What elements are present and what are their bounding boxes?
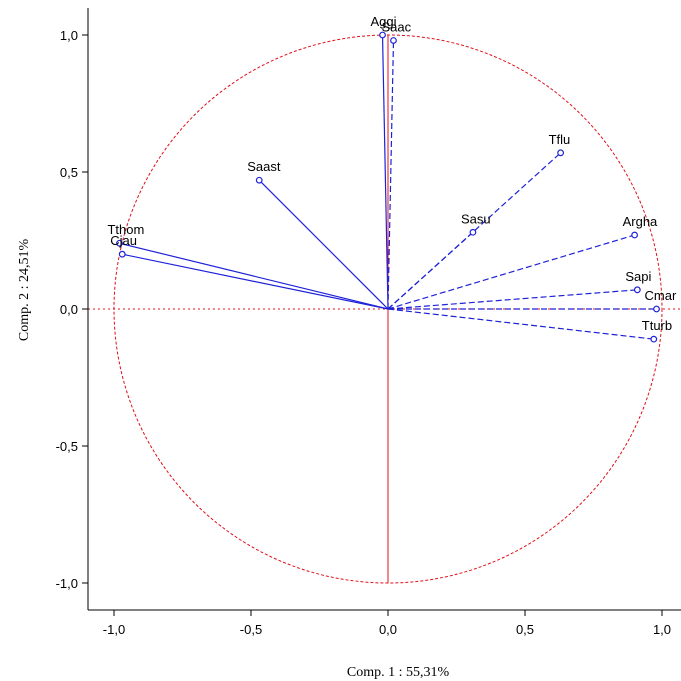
- point-label-saast: Saast: [247, 159, 281, 174]
- point-label-tthom: Tthom: [107, 222, 144, 237]
- y-tick-label: 1,0: [60, 28, 78, 43]
- point-saac: [390, 37, 397, 44]
- x-tick-label: -1,0: [103, 622, 125, 637]
- point-label-cjau: Cjau: [110, 233, 137, 248]
- x-tick-label: 0,5: [516, 622, 534, 637]
- point-aggi: [379, 31, 386, 39]
- y-axis-label: Comp. 2 : 24,51%: [17, 239, 32, 342]
- point-tturb: [650, 335, 658, 343]
- point-tthom: [116, 239, 123, 247]
- point-tflu: [557, 149, 565, 157]
- point-cjau: [118, 250, 126, 258]
- x-tick-label: 1,0: [653, 622, 671, 637]
- vector-saac: [387, 40, 395, 310]
- x-tick-label: -0,5: [240, 622, 262, 637]
- point-sapi: [633, 286, 641, 294]
- x-tick-label: 0,0: [379, 622, 397, 637]
- point-label-cmar: Cmar: [645, 288, 677, 303]
- point-label-sapi: Sapi: [625, 269, 651, 284]
- y-tick-label: -1,0: [56, 576, 78, 591]
- y-tick-label: 0,5: [60, 165, 78, 180]
- vector-cjau: [122, 253, 389, 310]
- point-saast: [255, 176, 263, 184]
- point-label-sasu: Sasu: [461, 211, 491, 226]
- point-label-tflu: Tflu: [549, 132, 571, 147]
- vector-sapi: [387, 289, 638, 310]
- point-cmar: [653, 305, 660, 313]
- vector-tthom: [119, 242, 389, 310]
- point-label-argha: Argha: [623, 214, 658, 229]
- point-label-tturb: Tturb: [642, 318, 672, 333]
- axes: -1,0 -0,5 0,0 0,5 1,0 1,0 0,5 0,0 -0,5 -1,0: [56, 8, 681, 637]
- x-axis-label: Comp. 1 : 55,31%: [347, 665, 450, 680]
- point-argha: [631, 231, 638, 239]
- point-label-aggi: Aggi: [371, 14, 397, 29]
- vector-tturb: [387, 308, 654, 340]
- vector-argha: [387, 234, 635, 310]
- vector-saast: [258, 179, 389, 310]
- point-label-saac: Saac: [381, 19, 411, 34]
- vector-aggi: [381, 34, 389, 310]
- point-sasu: [469, 228, 477, 236]
- y-tick-label: 0,0: [60, 302, 78, 317]
- vector-sasu: [387, 231, 474, 310]
- y-tick-label: -0,5: [56, 439, 78, 454]
